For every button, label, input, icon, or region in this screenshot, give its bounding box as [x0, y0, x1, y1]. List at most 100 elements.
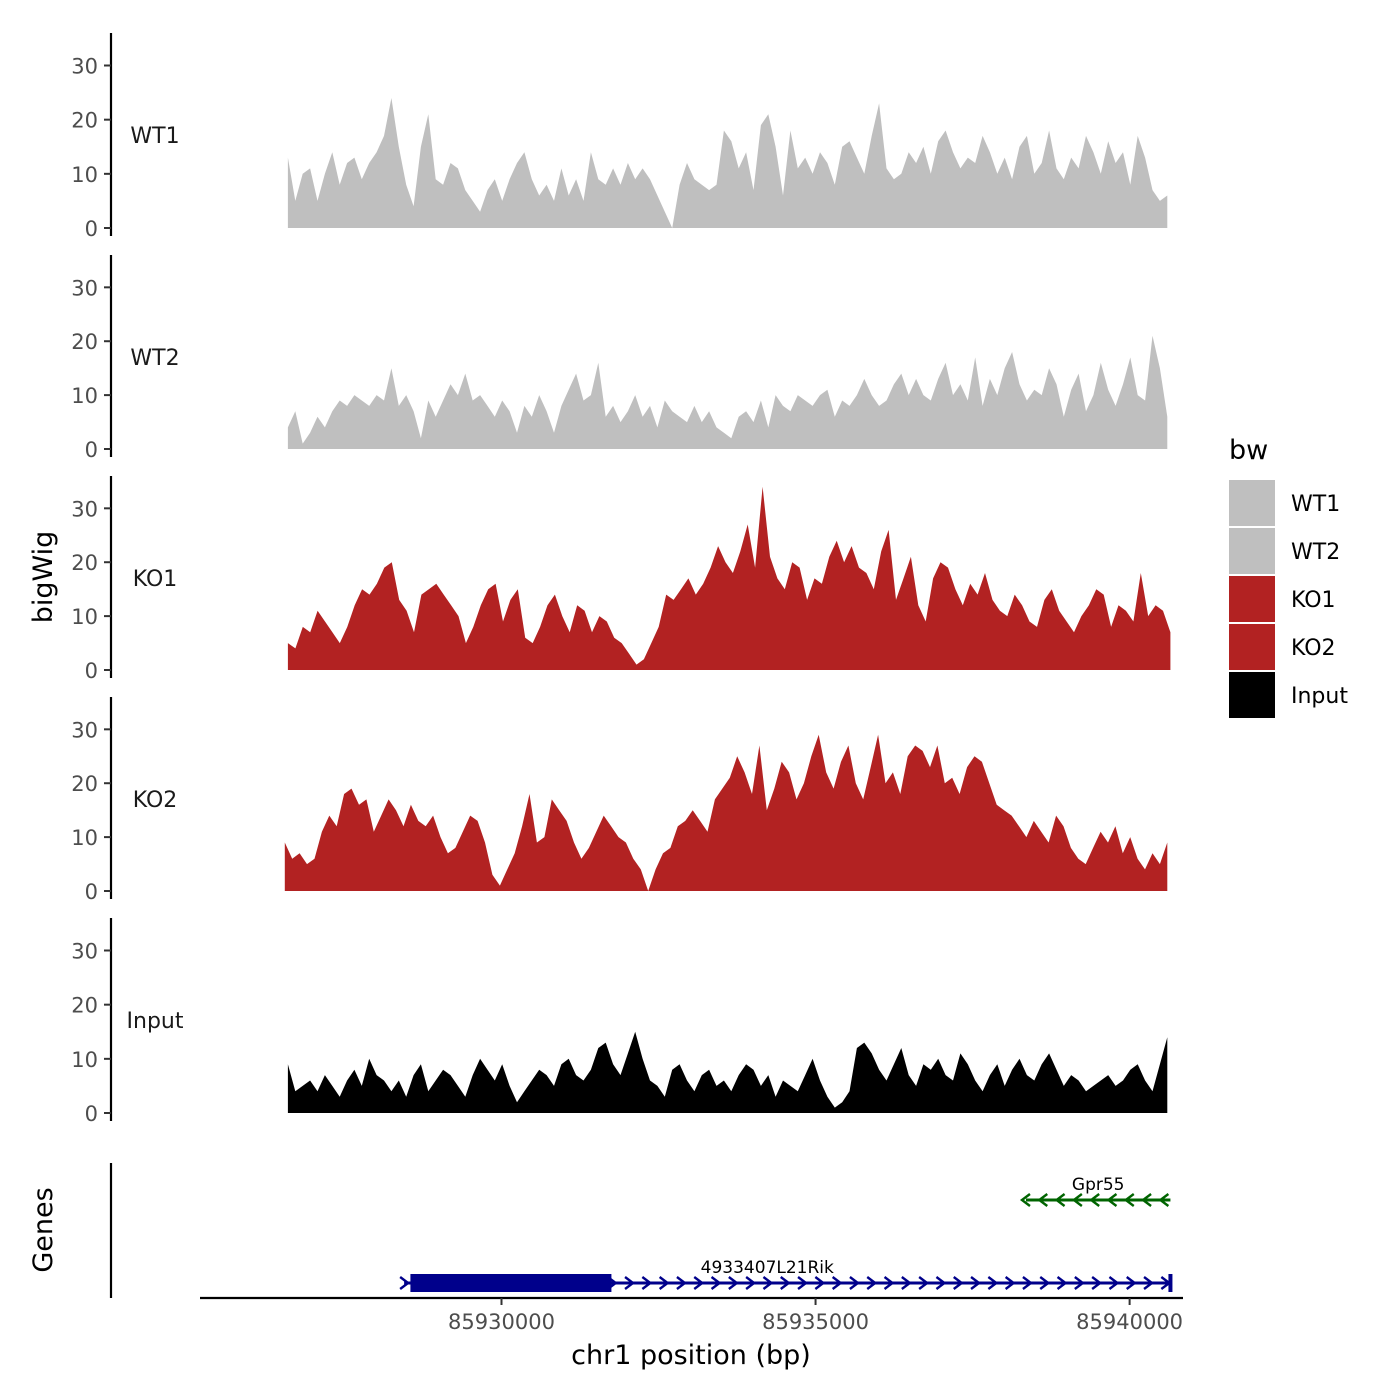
- strand-arrow: [1089, 1193, 1100, 1207]
- y-tick-label: 10: [71, 384, 98, 408]
- x-tick-label: 85935000: [762, 1310, 869, 1334]
- strand-arrow: [849, 1276, 860, 1290]
- y-tick-label: 10: [71, 1048, 98, 1072]
- gene-label: 4933407L21Rik: [701, 1258, 834, 1278]
- legend-label: WT2: [1291, 540, 1340, 565]
- legend-swatch: [1229, 480, 1275, 526]
- strand-arrow: [762, 1276, 774, 1290]
- legend-entries: WT1 WT2 KO1 KO2 Input: [1229, 480, 1348, 718]
- strand-arrow: [780, 1276, 791, 1290]
- strand-arrow: [1004, 1276, 1016, 1290]
- strand-arrow: [987, 1276, 999, 1290]
- strand-arrow: [1037, 1193, 1048, 1207]
- coverage-area-ko1: [287, 486, 1171, 670]
- track-label-ko2: KO2: [133, 788, 178, 813]
- panel-wt1: 0 10 20 30 WT1: [71, 33, 1168, 241]
- strand-arrow: [918, 1276, 930, 1290]
- strand-arrow: [901, 1276, 912, 1290]
- strand-arrow: [658, 1276, 670, 1290]
- strand-arrow: [399, 1276, 411, 1290]
- strand-arrow: [1091, 1276, 1103, 1290]
- y-tick-label: 0: [85, 438, 98, 462]
- strand-arrow: [1056, 1276, 1068, 1290]
- y-tick-label: 30: [71, 276, 98, 300]
- gene-gpr55: Gpr55: [1019, 1175, 1171, 1207]
- legend: bw WT1 WT2 KO1 KO2 Input: [1229, 435, 1348, 718]
- legend-entry-wt1: WT1: [1229, 480, 1340, 526]
- y-tick-label: 0: [85, 880, 98, 904]
- legend-entry-input: Input: [1229, 672, 1348, 718]
- track-label-wt1: WT1: [130, 124, 179, 149]
- strand-arrow: [935, 1276, 947, 1290]
- y-tick-label: 30: [71, 55, 98, 79]
- y-tick-label: 30: [71, 497, 98, 521]
- strand-arrow: [1019, 1193, 1031, 1207]
- y-tick-label: 20: [71, 994, 98, 1018]
- strand-arrow: [1106, 1193, 1118, 1207]
- strand-arrow: [797, 1276, 809, 1290]
- track-label-ko1: KO1: [133, 567, 178, 592]
- coverage-area-input: [287, 1031, 1168, 1113]
- coverage-tracks: 0 10 20 30 WT1 0 10 20 30 WT2 0 10 20 30 KO1 0 10 20 30 KO2…: [71, 33, 1171, 1126]
- strand-arrow: [1108, 1276, 1120, 1290]
- legend-entry-wt2: WT2: [1229, 528, 1340, 574]
- legend-title: bw: [1229, 435, 1268, 466]
- strand-arrow: [1141, 1193, 1152, 1207]
- y-tick-label: 20: [71, 109, 98, 133]
- legend-entry-ko1: KO1: [1229, 576, 1336, 622]
- strand-arrow: [866, 1276, 878, 1290]
- strand-arrow: [624, 1276, 636, 1290]
- panel-wt2: 0 10 20 30 WT2: [71, 255, 1168, 462]
- y-tick-label: 20: [71, 772, 98, 796]
- strand-arrow: [710, 1276, 722, 1290]
- strand-arrow: [745, 1276, 757, 1290]
- strand-arrow: [883, 1276, 895, 1290]
- track-label-wt2: WT2: [130, 346, 179, 371]
- strand-arrow: [1143, 1276, 1155, 1290]
- y-tick-label: 30: [71, 718, 98, 742]
- strand-arrow: [1123, 1193, 1135, 1207]
- strand-arrow: [1054, 1193, 1066, 1207]
- exon-end: [1168, 1274, 1173, 1292]
- strand-arrow: [814, 1276, 826, 1290]
- x-axis-title: chr1 position (bp): [571, 1340, 811, 1371]
- y-tick-label: 0: [85, 1102, 98, 1126]
- coverage-area-ko2: [284, 734, 1168, 891]
- strand-arrow: [676, 1276, 687, 1290]
- coverage-area-wt1: [287, 98, 1168, 228]
- gene-4933407l21rik: 4933407L21Rik: [399, 1258, 1173, 1292]
- x-tick-label: 85940000: [1076, 1310, 1183, 1334]
- legend-label: WT1: [1291, 492, 1340, 517]
- legend-swatch: [1229, 528, 1275, 574]
- y-tick-label: 10: [71, 826, 98, 850]
- gene-marks: 4933407L21Rik Gpr55: [399, 1175, 1173, 1292]
- exon: [410, 1274, 612, 1292]
- track-label-input: Input: [127, 1009, 184, 1034]
- genes-axis-title: Genes: [28, 1187, 59, 1272]
- panel-ko1: 0 10 20 30 KO1: [71, 476, 1171, 683]
- x-axis-ticks: 85930000 85935000 85940000: [448, 1298, 1183, 1334]
- x-tick-label: 85930000: [448, 1310, 555, 1334]
- panel-input: 0 10 20 30 Input: [71, 918, 1168, 1126]
- y-tick-label: 10: [71, 605, 98, 629]
- panel-ko2: 0 10 20 30 KO2: [71, 697, 1168, 904]
- y-tick-label: 20: [71, 330, 98, 354]
- legend-label: KO1: [1291, 588, 1336, 613]
- legend-swatch: [1229, 672, 1275, 718]
- strand-arrow: [1022, 1276, 1033, 1290]
- coverage-area-wt2: [287, 335, 1168, 449]
- genes-panel: Genes 4933407L21Rik Gpr55 85930000 8593500…: [28, 1163, 1183, 1371]
- y-axis-title: bigWig: [28, 531, 59, 624]
- strand-arrow: [970, 1276, 982, 1290]
- legend-swatch: [1229, 576, 1275, 622]
- strand-arrow: [728, 1276, 739, 1290]
- y-tick-label: 0: [85, 217, 98, 241]
- strand-arrow: [1071, 1193, 1083, 1207]
- legend-label: KO2: [1291, 636, 1336, 661]
- legend-swatch: [1229, 624, 1275, 670]
- y-tick-label: 10: [71, 163, 98, 187]
- strand-arrow: [953, 1276, 964, 1290]
- strand-arrow: [1074, 1276, 1085, 1290]
- legend-label: Input: [1291, 684, 1348, 709]
- y-tick-label: 20: [71, 551, 98, 575]
